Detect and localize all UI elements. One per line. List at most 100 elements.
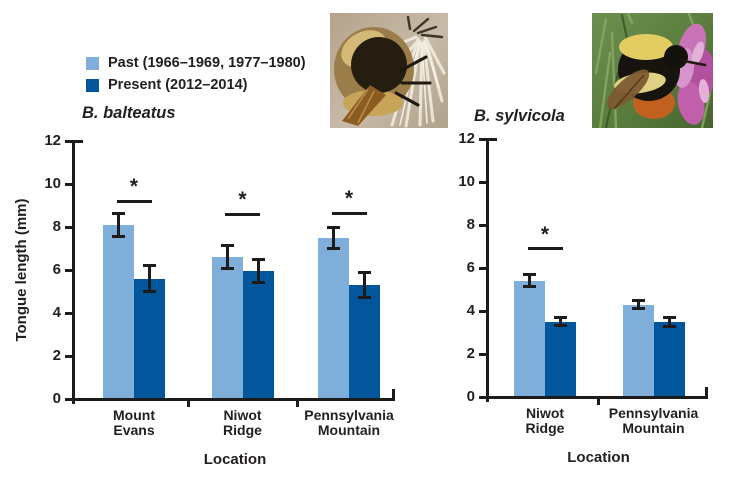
- y-tick: [65, 268, 73, 272]
- y-tick: [65, 225, 73, 229]
- y-tick-label: 8: [52, 218, 61, 235]
- y-tick-label: 6: [466, 259, 475, 276]
- x-category-label-line: Mount: [113, 407, 155, 423]
- y-tick-label: 10: [44, 175, 61, 192]
- bee-photo-sylvicola: [592, 13, 713, 128]
- error-bar: [117, 213, 120, 237]
- error-cap-top: [631, 299, 645, 303]
- bar-present-group0: [545, 321, 576, 397]
- error-bar: [256, 259, 260, 283]
- x-group-separator-tick: [186, 400, 190, 407]
- y-tick-label: 4: [466, 302, 475, 319]
- bar-present-group1: [653, 321, 685, 397]
- y-tick: [479, 309, 487, 313]
- error-bar: [559, 317, 562, 326]
- x-category-label-line: Mountain: [622, 420, 685, 436]
- error-cap-bottom: [327, 247, 340, 250]
- legend-swatch-present-icon: [86, 78, 99, 92]
- error-bar: [148, 265, 151, 292]
- bar-past-group0: [514, 280, 545, 397]
- dark-florets: [406, 15, 444, 39]
- error-cap-bottom: [112, 235, 125, 239]
- error-bar: [636, 300, 640, 309]
- significance-asterisk: *: [540, 222, 550, 246]
- error-cap-top: [112, 211, 125, 215]
- x-category-label-line: Pennsylvania: [304, 407, 394, 423]
- bar-past-group0: [103, 224, 134, 399]
- x-category-label: Niwot Ridge: [483, 406, 607, 436]
- y-axis-end-cap: [489, 137, 497, 141]
- legend-swatch-past-icon: [86, 56, 99, 70]
- bar-past-group1: [211, 257, 243, 399]
- x-category-label: Mount Evans: [72, 408, 196, 438]
- y-tick: [65, 397, 73, 401]
- bee-body: [606, 34, 707, 119]
- y-tick-label: 4: [52, 304, 61, 321]
- bee-on-seedhead-illustration: [330, 13, 448, 128]
- y-tick: [479, 266, 487, 270]
- x-category-label: Pennsylvania Mountain: [287, 408, 411, 438]
- x-category-label-line: Niwot: [223, 407, 262, 423]
- error-cap-bottom: [143, 290, 156, 293]
- error-cap-top: [358, 270, 371, 274]
- x-category-label-line: Pennsylvania: [608, 405, 699, 421]
- x-category-label: Pennsylvania Mountain: [592, 406, 716, 436]
- significance-asterisk: *: [344, 187, 354, 211]
- error-cap-top: [327, 225, 340, 229]
- bar-past-group2: [318, 237, 349, 399]
- bar-past-group1: [622, 304, 654, 397]
- y-axis-line: [486, 137, 489, 402]
- x-category-label-line: Mountain: [317, 422, 381, 438]
- legend-label-past: Past (1966–1969, 1977–1980): [108, 55, 306, 71]
- legend-item-present: Present (2012–2014): [86, 77, 306, 93]
- x-category-label-line: Evans: [113, 422, 155, 438]
- bar-present-group1: [242, 271, 274, 399]
- significance-line: [527, 247, 563, 251]
- error-cap-bottom: [662, 324, 676, 328]
- significance-asterisk: *: [238, 188, 247, 212]
- grass-blades: [594, 13, 712, 128]
- y-tick-label: 0: [52, 390, 61, 407]
- y-tick-label: 2: [52, 347, 61, 364]
- error-cap-top: [523, 273, 536, 277]
- y-tick: [479, 223, 487, 227]
- chart-title-balteatus: B. balteatus: [82, 104, 176, 122]
- error-cap-top: [251, 257, 265, 261]
- error-bar: [363, 272, 366, 298]
- x-axis-line: [72, 397, 395, 401]
- chart-title-sylvicola: B. sylvicola: [474, 107, 565, 125]
- y-tick: [479, 395, 487, 399]
- legend: Past (1966–1969, 1977–1980) Present (201…: [86, 55, 306, 99]
- error-cap-bottom: [631, 306, 645, 310]
- error-cap-bottom: [554, 324, 567, 328]
- error-bar: [225, 245, 229, 269]
- error-cap-top: [220, 243, 234, 247]
- y-tick-label: 10: [458, 173, 475, 190]
- y-tick: [65, 311, 73, 315]
- x-axis-line: [486, 395, 708, 399]
- error-cap-top: [662, 315, 676, 319]
- y-tick-label: 0: [466, 388, 475, 405]
- x-category-label: Niwot Ridge: [181, 408, 305, 438]
- y-tick-label: 8: [466, 216, 475, 233]
- significance-line: [116, 199, 152, 203]
- y-axis-end-cap: [75, 139, 83, 143]
- error-cap-top: [143, 264, 156, 268]
- bee-on-clover-illustration: [592, 13, 713, 128]
- bar-present-group0: [134, 278, 165, 399]
- y-tick-label: 12: [458, 130, 475, 147]
- y-tick-label: 12: [44, 132, 61, 149]
- error-cap-bottom: [220, 267, 234, 271]
- x-category-label-line: Niwot: [525, 405, 565, 421]
- y-tick: [479, 180, 487, 184]
- x-group-separator-tick: [596, 398, 600, 405]
- bar-present-group2: [349, 285, 380, 399]
- error-cap-bottom: [251, 281, 265, 285]
- significance-line: [331, 211, 367, 215]
- error-bar: [332, 227, 335, 249]
- x-category-label-line: Ridge: [525, 420, 565, 436]
- error-bar: [667, 317, 671, 327]
